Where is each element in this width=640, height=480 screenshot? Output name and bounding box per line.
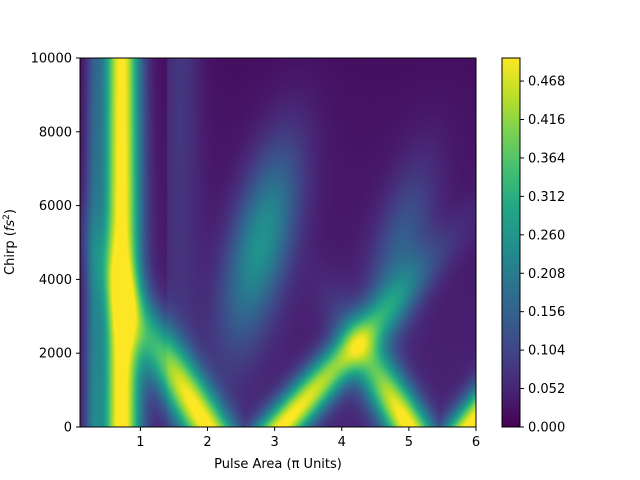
colorbar-tick-label: 0.052 <box>528 382 565 397</box>
y-tick-label: 4000 <box>39 273 72 288</box>
heatmap-plot <box>79 57 477 428</box>
x-axis: 1 2 3 4 5 6 <box>136 427 480 450</box>
colorbar-tick-label: 0.416 <box>528 113 565 128</box>
colorbar-tick-label: 0.000 <box>528 421 565 436</box>
colorbar-tick-label: 0.156 <box>528 305 565 320</box>
colorbar-tick-label: 0.468 <box>528 75 565 90</box>
colorbar <box>501 57 521 428</box>
colorbar-gradient <box>502 58 520 427</box>
y-axis: 0 2000 4000 6000 8000 10000 <box>31 52 80 436</box>
y-tick-label: 6000 <box>39 199 72 214</box>
plot-frame <box>79 57 477 428</box>
x-tick-label: 2 <box>203 435 211 450</box>
y-tick-label: 8000 <box>39 125 72 140</box>
colorbar-tick-label: 0.104 <box>528 344 565 359</box>
x-tick-label: 3 <box>271 435 279 450</box>
y-tick-label: 2000 <box>39 347 72 362</box>
colorbar-tick-label: 0.312 <box>528 190 565 205</box>
y-tick-label: 10000 <box>31 52 72 67</box>
colorbar-ticks: 0.000 0.052 0.104 0.156 0.208 0.260 0.312 0.364… <box>520 75 565 436</box>
x-axis-label: Pulse Area (π Units) <box>214 457 342 472</box>
x-tick-label: 6 <box>472 435 480 450</box>
colorbar-frame <box>501 57 521 428</box>
heatmap-image <box>80 58 476 427</box>
colorbar-tick-label: 0.260 <box>528 228 565 243</box>
x-tick-label: 5 <box>405 435 413 450</box>
colorbar-tick-label: 0.364 <box>528 151 565 166</box>
y-axis-label: Chirp (fs2) <box>2 209 18 275</box>
x-tick-label: 1 <box>136 435 144 450</box>
x-tick-label: 4 <box>338 435 346 450</box>
colorbar-tick-label: 0.208 <box>528 267 565 282</box>
y-tick-label: 0 <box>64 421 72 436</box>
